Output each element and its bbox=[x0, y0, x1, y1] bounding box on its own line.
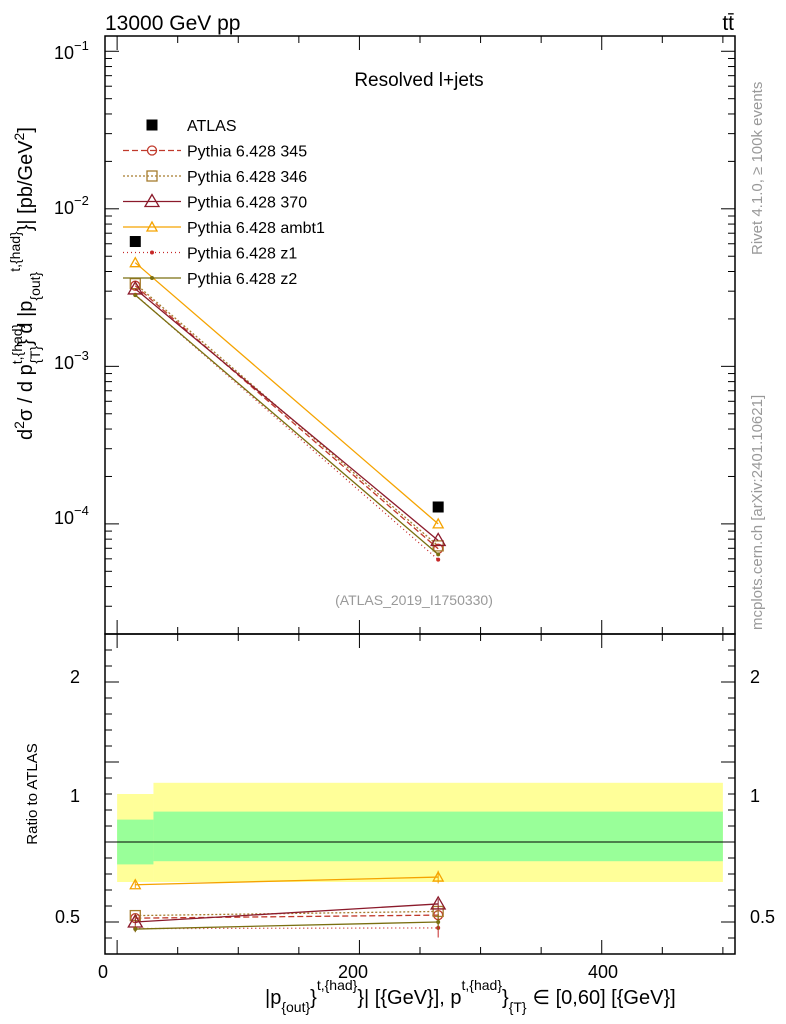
ratio-line-ambt1 bbox=[135, 876, 439, 886]
x-axis-label: |p{out}}t,{had}}| [{GeV}], pt,{had}}{T} ∈… bbox=[265, 977, 676, 1015]
process-label: tt̄ bbox=[722, 12, 734, 35]
main-point-ambt1 bbox=[432, 517, 445, 529]
ratio-tick-label-1-right: 1 bbox=[750, 786, 760, 806]
ratio-line-370 bbox=[135, 903, 439, 923]
ratio-point-370 bbox=[430, 895, 447, 910]
y-tick-label-1e-3: 10−3 bbox=[54, 348, 89, 373]
atlas-data-point bbox=[129, 236, 141, 248]
legend-marker-370 bbox=[143, 193, 161, 208]
x-tick-label-400: 400 bbox=[588, 962, 618, 982]
legend: ATLAS Pythia 6.428 345 Pythia 6.428 346 Pyt… bbox=[123, 118, 325, 288]
ratio-tick-label-1: 1 bbox=[70, 786, 80, 806]
ratio-line-346 bbox=[135, 910, 439, 917]
ratio-tick-label-0p5: 0.5 bbox=[55, 907, 80, 927]
main-line-345 bbox=[134, 285, 439, 550]
main-series-layer bbox=[127, 236, 447, 562]
main-point-z2 bbox=[436, 552, 441, 557]
mcplots-label: mcplots.cern.ch [arXiv:2401.10621] bbox=[749, 395, 766, 630]
energy-label: 13000 GeV pp bbox=[105, 12, 240, 35]
ratio-point-z2 bbox=[133, 927, 138, 932]
chart-title: Resolved l+jets bbox=[354, 70, 483, 91]
ratio-line-z1 bbox=[135, 927, 439, 930]
main-line-z2 bbox=[134, 294, 439, 555]
main-point-z2 bbox=[133, 293, 138, 298]
legend-label-370: Pythia 6.428 370 bbox=[187, 195, 307, 212]
x-tick-labels: 0 200 400 bbox=[98, 962, 618, 982]
ratio-point-ambt1 bbox=[432, 870, 445, 882]
ratio-series-layer bbox=[127, 870, 447, 938]
legend-marker-z1 bbox=[150, 250, 154, 255]
legend-label-ambt1: Pythia 6.428 ambt1 bbox=[187, 220, 325, 237]
atlas-data-point bbox=[432, 501, 444, 513]
legend-label-atlas: ATLAS bbox=[187, 118, 237, 135]
ratio-line-z2 bbox=[135, 921, 439, 930]
y-axis-label: d2σ / d pt,{had} {T}} d |p{out}t,{had}}| … bbox=[7, 127, 43, 440]
legend-label-345: Pythia 6.428 345 bbox=[187, 144, 307, 161]
x-tick-label-200: 200 bbox=[338, 962, 368, 982]
main-point-370 bbox=[430, 532, 447, 547]
ratio-tick-labels: 2 1 0.5 2 1 0.5 bbox=[55, 667, 775, 927]
main-line-ambt1 bbox=[134, 262, 439, 525]
ratio-line-345 bbox=[135, 914, 439, 919]
y-tick-label-1e-1: 10−1 bbox=[54, 38, 89, 63]
legend-marker-z2 bbox=[150, 276, 154, 280]
x-tick-label-0: 0 bbox=[98, 962, 108, 982]
ratio-point-ambt1 bbox=[129, 878, 142, 890]
main-point-z1 bbox=[436, 557, 441, 562]
ratio-y-axis-label: Ratio to ATLAS bbox=[24, 743, 41, 844]
legend-label-z1: Pythia 6.428 z1 bbox=[187, 246, 297, 263]
analysis-id: (ATLAS_2019_I1750330) bbox=[335, 592, 493, 608]
legend-label-346: Pythia 6.428 346 bbox=[187, 169, 307, 186]
y-tick-label-1e-2: 10−2 bbox=[54, 193, 89, 218]
legend-marker-345 bbox=[146, 145, 158, 156]
y-tick-label-1e-4: 10−4 bbox=[54, 503, 89, 528]
ratio-tick-label-2: 2 bbox=[70, 667, 80, 687]
y-tick-labels: 10−1 10−2 10−3 10−4 bbox=[54, 38, 89, 528]
main-point-ambt1 bbox=[129, 256, 142, 268]
ratio-point-z2 bbox=[436, 920, 441, 924]
legend-marker-atlas bbox=[146, 119, 158, 131]
legend-marker-346 bbox=[146, 170, 158, 182]
axis-ticks bbox=[105, 36, 735, 954]
ratio-band-inner bbox=[153, 811, 723, 862]
legend-label-z2: Pythia 6.428 z2 bbox=[187, 271, 297, 288]
ratio-tick-label-2-right: 2 bbox=[750, 667, 760, 687]
rivet-label: Rivet 4.1.0, ≥ 100k events bbox=[749, 82, 766, 255]
main-line-370 bbox=[134, 288, 439, 541]
legend-marker-ambt1 bbox=[145, 220, 159, 232]
ratio-uncertainty-bands bbox=[105, 782, 735, 882]
ratio-tick-label-0p5-right: 0.5 bbox=[750, 907, 775, 927]
